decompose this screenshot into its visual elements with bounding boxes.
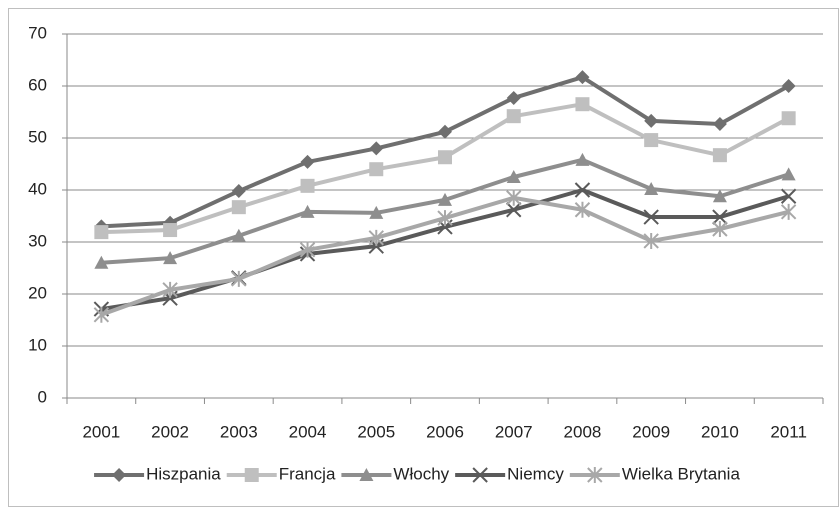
chart-frame [8,8,839,507]
x-tick-label: 2006 [426,422,464,441]
legend-label: Hiszpania [146,464,221,483]
y-tick-label: 0 [38,387,47,406]
marker [644,181,659,195]
x-tick-label: 2010 [701,422,739,441]
marker [780,203,797,220]
y-tick-label: 10 [28,335,47,354]
marker [93,306,110,323]
marker [712,209,728,225]
marker [574,201,591,218]
x-tick-label: 2011 [770,422,807,441]
y-tick-label: 40 [28,179,47,198]
x-tick-label: 2007 [495,422,533,441]
marker [587,467,603,483]
marker [438,124,452,139]
x-tick-label: 2001 [82,422,120,441]
marker [299,241,316,258]
legend: Hiszpania Francja Włochy Niemcy Wielka Bryta… [94,464,740,483]
legend-label: Włochy [393,464,449,483]
legend-label: Francja [279,464,336,483]
marker [369,141,384,156]
x-tick-label: 2002 [151,422,189,441]
marker [369,205,384,219]
marker [644,133,659,148]
marker [94,225,109,240]
marker [94,255,109,269]
marker [781,111,796,126]
y-tick-label: 20 [28,283,47,302]
marker [575,152,590,166]
y-tick-label: 60 [28,75,47,94]
marker [644,113,659,128]
marker [369,162,384,177]
marker [438,150,452,165]
y-tick-label: 30 [28,231,47,250]
marker [300,178,315,193]
y-tick-label: 70 [28,23,47,42]
marker [712,189,727,203]
marker [300,204,315,218]
x-tick-label: 2003 [220,422,258,441]
x-tick-label: 2009 [632,422,670,441]
marker [244,468,259,482]
marker [231,200,246,215]
x-tick-label: 2004 [289,422,327,441]
marker [506,202,522,218]
marker [506,170,521,183]
marker [163,251,178,265]
marker [575,70,590,85]
marker [712,221,728,237]
marker [359,468,374,481]
x-tick-label: 2005 [357,422,395,441]
marker [231,184,246,199]
x-tick-label: 2008 [564,422,602,441]
marker [712,148,727,163]
marker [575,97,590,112]
marker [112,468,127,482]
marker [506,109,521,124]
marker [781,79,796,93]
marker [712,116,727,131]
legend-label: Niemcy [507,464,564,483]
y-tick-label: 50 [28,127,47,146]
marker [231,270,247,287]
marker [438,192,452,206]
legend-label: Wielka Brytania [622,464,741,483]
marker [437,210,453,227]
marker [643,232,659,249]
marker [574,182,591,198]
marker [231,228,246,242]
marker [506,90,521,105]
marker [643,209,659,225]
marker [780,188,797,204]
marker [162,281,178,298]
marker [368,229,384,246]
marker [781,167,796,181]
marker [163,223,178,238]
marker [300,154,315,169]
marker [506,189,522,206]
marker [472,467,488,483]
